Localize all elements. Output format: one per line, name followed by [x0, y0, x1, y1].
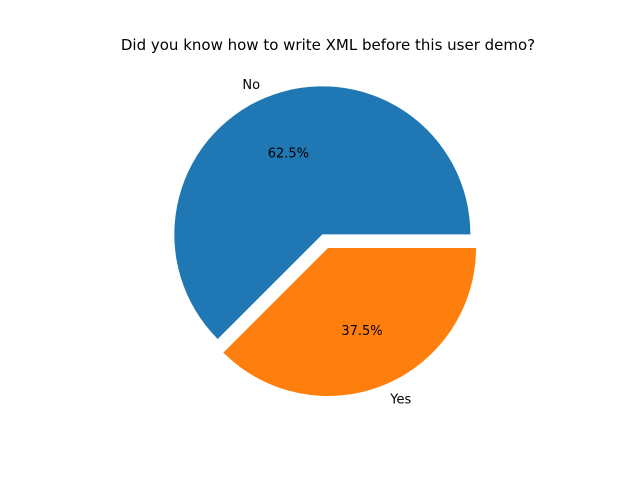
slice-percent-yes: 37.5% — [341, 324, 382, 339]
pie-labels: No 62.5% Yes 37.5% — [242, 78, 411, 407]
pie-slices — [174, 86, 476, 397]
pie-slice-no — [174, 86, 471, 339]
slice-label-no: No — [242, 78, 260, 93]
slice-label-yes: Yes — [389, 392, 411, 407]
pie-slice-yes — [223, 248, 476, 397]
chart-title: Did you know how to write XML before thi… — [121, 36, 535, 54]
slice-percent-no: 62.5% — [268, 146, 309, 161]
